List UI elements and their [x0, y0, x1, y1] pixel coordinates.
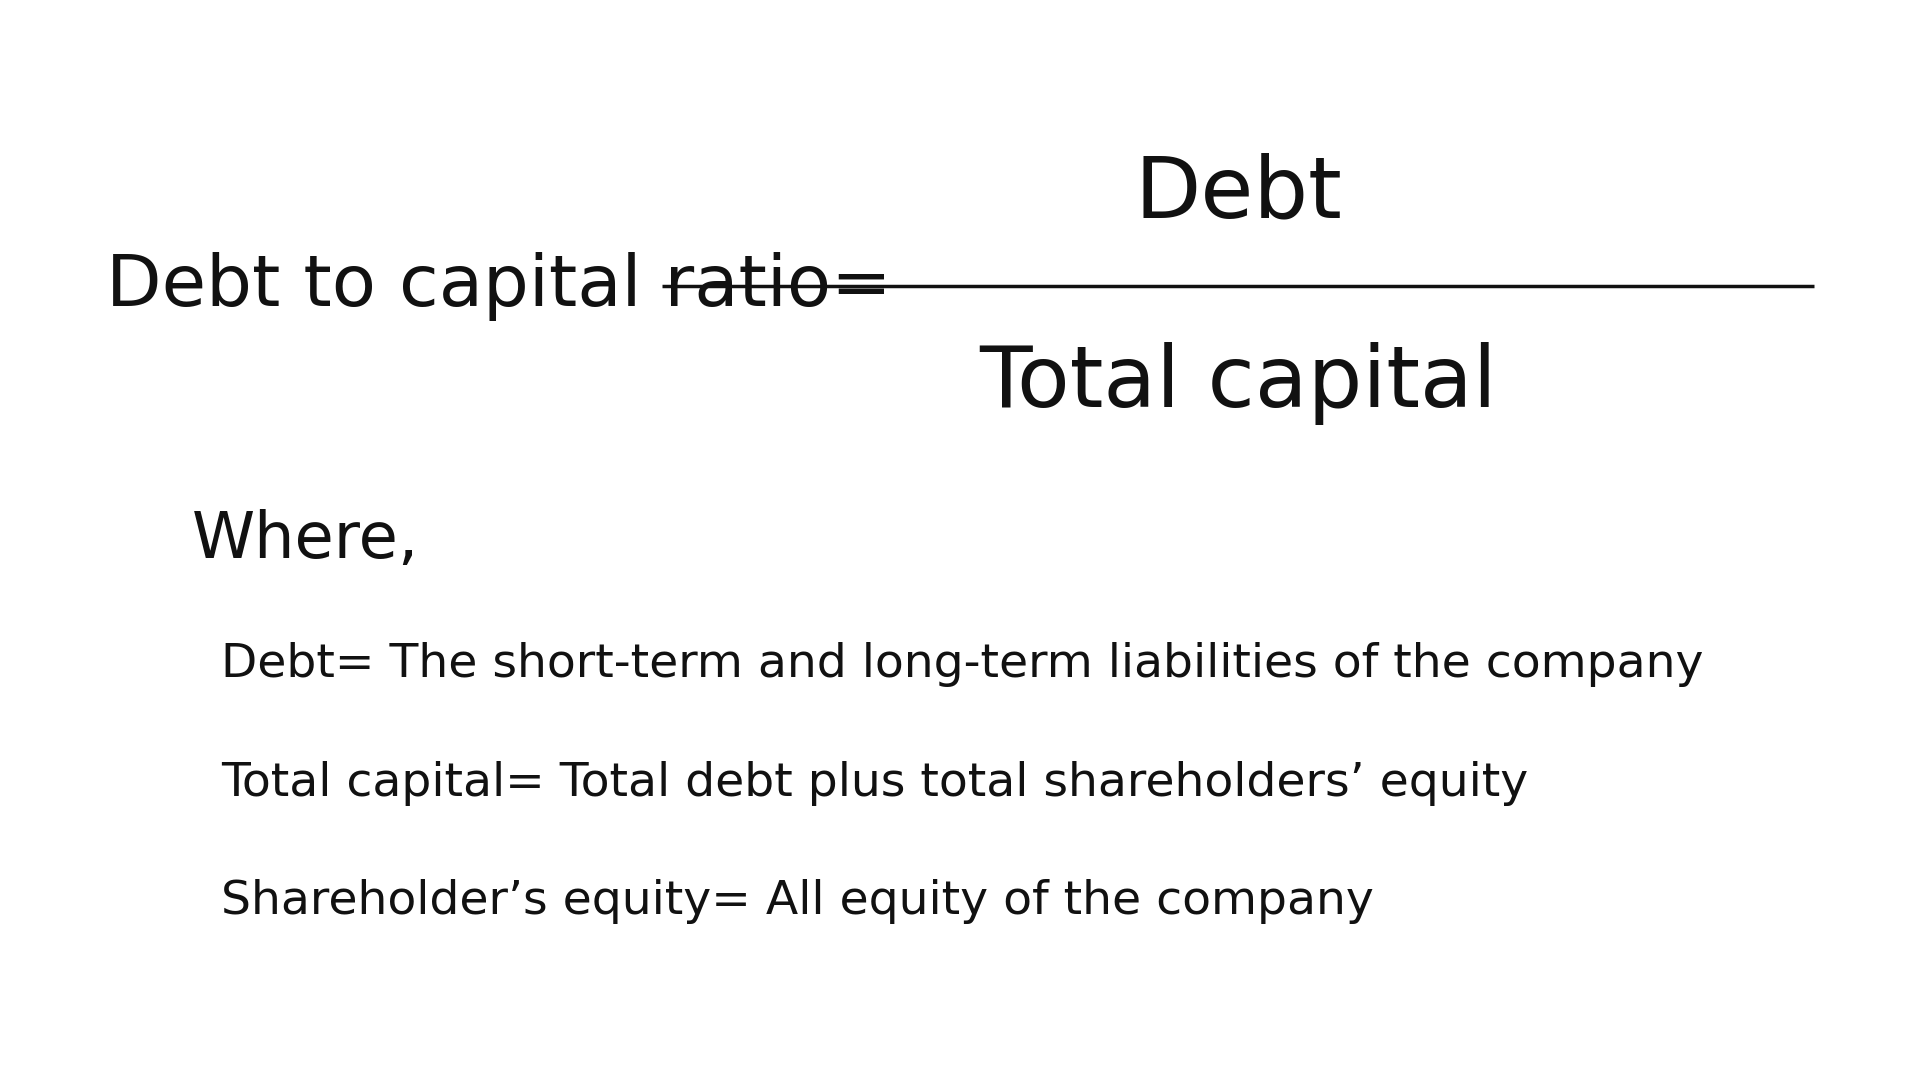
Text: Debt: Debt	[1135, 153, 1342, 235]
Text: Total capital= Total debt plus total shareholders’ equity: Total capital= Total debt plus total sha…	[221, 760, 1528, 806]
Text: Debt= The short-term and long-term liabilities of the company: Debt= The short-term and long-term liabi…	[221, 642, 1703, 687]
Text: Total capital: Total capital	[979, 342, 1498, 424]
Text: Debt to capital ratio=: Debt to capital ratio=	[106, 252, 891, 321]
Text: Shareholder’s equity= All equity of the company: Shareholder’s equity= All equity of the …	[221, 879, 1373, 924]
Text: Where,: Where,	[192, 509, 419, 571]
